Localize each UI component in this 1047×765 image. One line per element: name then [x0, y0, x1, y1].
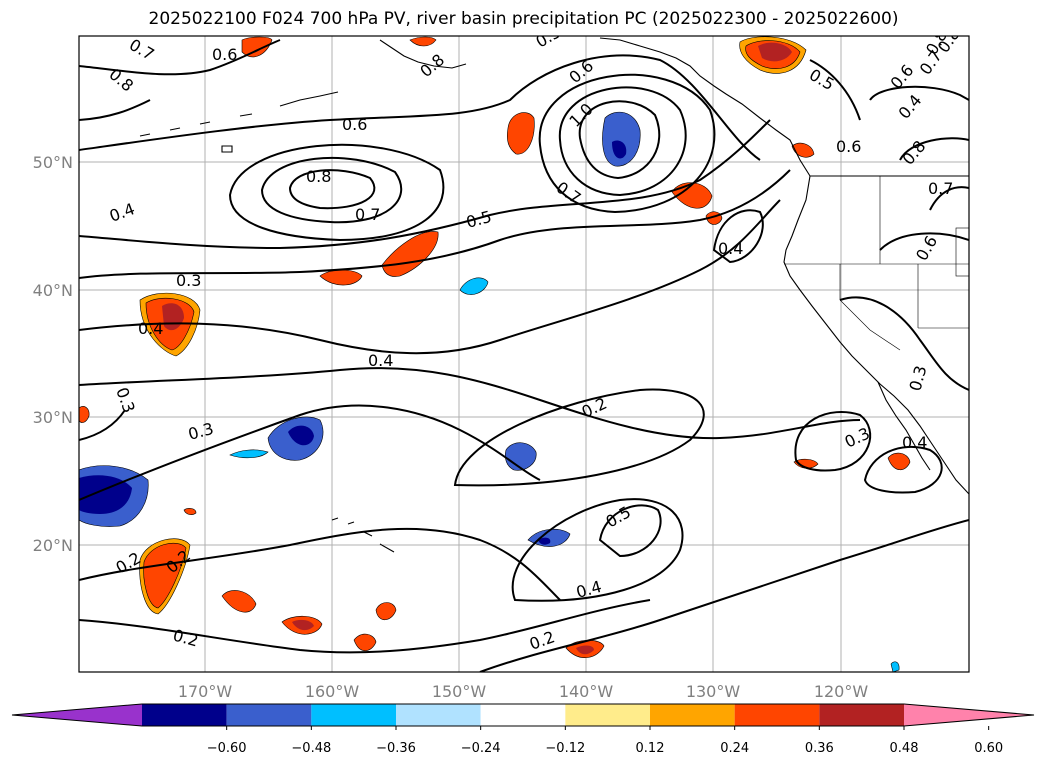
borders	[784, 176, 969, 351]
colorbar-segment	[819, 704, 904, 726]
longitude-label: 140°W	[559, 682, 614, 701]
contour-label: 0.6	[836, 137, 861, 156]
colorbar-extend-low	[12, 704, 142, 726]
colorbar-tick-label: 0.36	[805, 741, 834, 756]
colorbar: −0.60 −0.48 −0.36 −0.24 −0.12 0.12 0.24 0.36 0.4…	[11, 703, 1035, 756]
contour-label: 0.3	[176, 271, 201, 290]
pv-contours	[79, 39, 969, 672]
colorbar-extend-high	[904, 704, 1034, 726]
contour-label: 0.6	[212, 45, 237, 64]
map-title: 2025022100 F024 700 hPa PV, river basin …	[148, 9, 899, 29]
coastlines	[139, 37, 969, 553]
precipitation-shading	[79, 36, 911, 672]
longitude-label: 150°W	[432, 682, 487, 701]
latitude-label: 20°N	[33, 536, 73, 555]
colorbar-segment	[734, 704, 820, 726]
longitude-label: 170°W	[178, 682, 233, 701]
longitude-label: 120°W	[814, 682, 869, 701]
colorbar-segment	[311, 704, 396, 726]
colorbar-outline	[11, 703, 1035, 727]
contour-label: 0.4	[902, 433, 927, 452]
longitude-labels: 170°W 160°W 150°W 140°W 130°W 120°W	[178, 682, 869, 701]
latitude-label: 30°N	[33, 408, 73, 427]
colorbar-tick-label: −0.24	[461, 741, 501, 756]
graticule	[79, 36, 969, 672]
longitude-label: 130°W	[686, 682, 741, 701]
longitude-label: 160°W	[305, 682, 360, 701]
contour-label: 0.4	[368, 351, 393, 370]
colorbar-tick-label: 0.60	[974, 741, 1003, 756]
colorbar-segment	[650, 704, 735, 726]
contour-label: 0.7	[928, 179, 953, 198]
colorbar-segment	[226, 704, 312, 726]
colorbar-tick-label: 0.12	[636, 741, 665, 756]
colorbar-tick-label: 0.48	[890, 741, 919, 756]
colorbar-segment	[142, 704, 227, 726]
contour-label: 0.4	[138, 319, 163, 338]
colorbar-segment	[396, 704, 481, 726]
latitude-label: 50°N	[33, 153, 73, 172]
map-frame	[78, 35, 970, 673]
colorbar-tick-label: −0.48	[291, 741, 331, 756]
contour-label: 0.7	[355, 205, 380, 224]
colorbar-segment	[565, 704, 650, 726]
contour-label: 0.8	[306, 167, 331, 186]
colorbar-tick-label: −0.36	[376, 741, 416, 756]
colorbar-tick-label: −0.12	[545, 741, 585, 756]
contour-label: 0.6	[342, 115, 367, 134]
colorbar-tick-label: −0.60	[207, 741, 247, 756]
contour-label: 0.4	[718, 239, 743, 258]
latitude-labels: 50°N 40°N 30°N 20°N	[33, 153, 73, 555]
colorbar-segment	[480, 704, 566, 726]
latitude-label: 40°N	[33, 281, 73, 300]
colorbar-tick-label: 0.24	[720, 741, 749, 756]
